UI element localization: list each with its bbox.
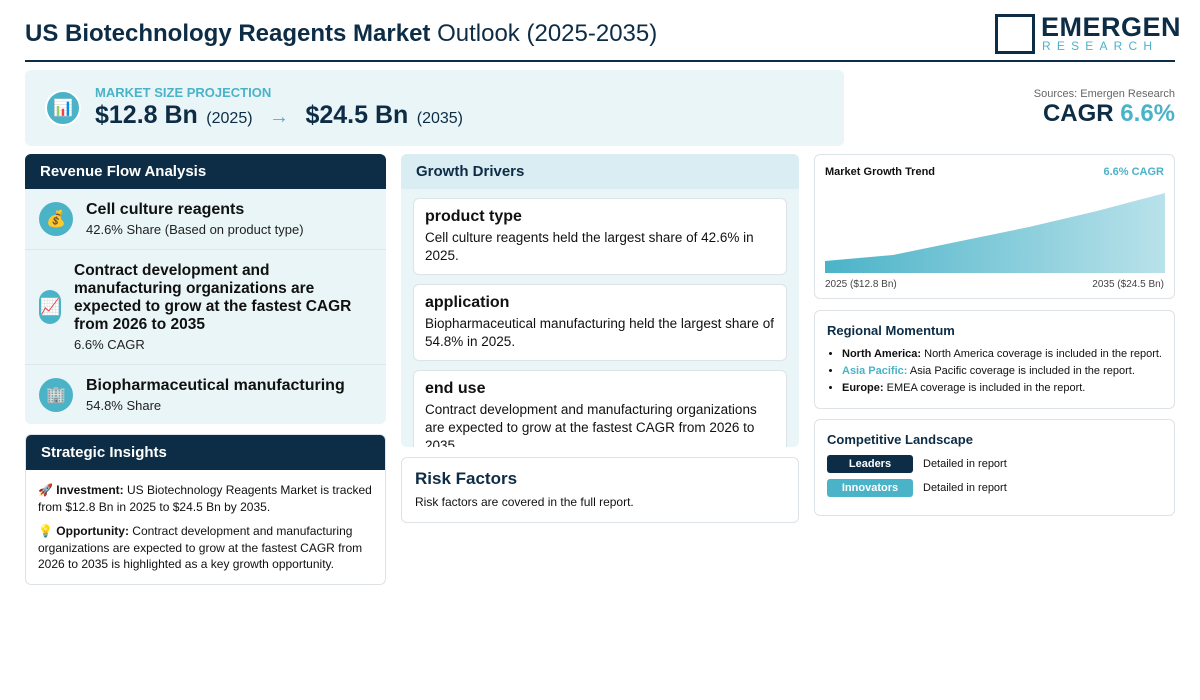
strategic-title: Strategic Insights <box>26 435 385 470</box>
revenue-item-title: Contract development and manufacturing o… <box>74 262 352 333</box>
competitor-text: Detailed in report <box>923 482 1007 494</box>
competitive-title: Competitive Landscape <box>827 432 973 447</box>
regional-title: Regional Momentum <box>827 323 955 338</box>
logo-mark <box>995 14 1035 54</box>
competitor-row: Innovators Detailed in report <box>827 479 1162 497</box>
driver-heading: product type <box>425 208 522 225</box>
trend-end: 2035 ($24.5 Bn) <box>1092 279 1164 290</box>
title-bold: US Biotechnology Reagents Market <box>25 20 431 47</box>
projection-label: MARKET SIZE PROJECTION <box>95 85 272 100</box>
header-rule <box>25 60 1175 62</box>
logo-bottom: RESEARCH <box>1042 39 1159 53</box>
insight-icon: 🚀 <box>38 483 53 497</box>
logo-top: EMERGEN <box>1041 12 1182 42</box>
badge: Leaders <box>827 455 913 473</box>
revenue-item-detail: 42.6% Share (Based on product type) <box>86 222 304 237</box>
trend-title: Market Growth Trend <box>825 166 936 178</box>
cagr: CAGR 6.6% <box>1043 100 1175 128</box>
driver-heading: application <box>425 294 510 311</box>
revenue-text: Cell culture reagents 42.6% Share (Based … <box>86 201 304 237</box>
start-year: (2025) <box>206 110 253 127</box>
region-item: Europe: EMEA coverage is included in the… <box>842 382 1162 394</box>
driver-text: Contract development and manufacturing o… <box>425 402 757 447</box>
revenue-icon: 📈 <box>39 290 61 324</box>
risk-card: Risk Factors Risk factors are covered in… <box>401 457 799 523</box>
region-name: Asia Pacific: <box>842 365 908 377</box>
revenue-item: 💰 Cell culture reagents 42.6% Share (Based… <box>25 189 386 250</box>
title-rest: Outlook (2025-2035) <box>437 20 658 47</box>
insight-text: Contract development and manufacturing o… <box>38 524 363 571</box>
projection-values: $12.8 Bn (2025) → $24.5 Bn (2035) <box>95 101 463 130</box>
driver-heading: end use <box>425 380 486 397</box>
revenue-icon: 🏢 <box>39 378 73 412</box>
region-item: North America: North America coverage is… <box>842 348 1162 360</box>
regional-list: North America: North America coverage is… <box>827 348 1162 394</box>
growth-drivers-title: Growth Drivers <box>401 154 799 189</box>
region-text: EMEA coverage is included in the report. <box>886 382 1086 394</box>
insight-label: Investment: <box>56 483 124 497</box>
region-text: North America coverage is included in th… <box>924 348 1162 360</box>
driver-text: Biopharmaceutical manufacturing held the… <box>425 316 774 349</box>
strategic-card: Strategic Insights 🚀 Investment: US Biot… <box>25 434 386 585</box>
revenue-flow-card: Revenue Flow Analysis 💰 Cell culture reag… <box>25 154 386 424</box>
trend-start: 2025 ($12.8 Bn) <box>825 279 897 290</box>
competitive-card: Competitive Landscape Leaders Detailed in… <box>814 419 1175 516</box>
revenue-item-detail: 6.6% CAGR <box>74 337 145 352</box>
title: US Biotechnology Reagents Market Outlook… <box>25 20 657 48</box>
region-item: Asia Pacific: Asia Pacific coverage is i… <box>842 365 1162 377</box>
region-name: Europe: <box>842 382 884 394</box>
arrow: → <box>269 106 289 128</box>
sources: Sources: Emergen Research <box>1033 88 1175 100</box>
cagr-value: 6.6% <box>1120 100 1175 127</box>
driver-text: Cell culture reagents held the largest s… <box>425 230 754 263</box>
driver: product type Cell culture reagents held t… <box>413 198 787 275</box>
start-value: $12.8 Bn <box>95 101 198 129</box>
projection-icon: 📊 <box>45 90 81 126</box>
revenue-icon: 💰 <box>39 202 73 236</box>
risk-text: Risk factors are covered in the full rep… <box>415 495 634 509</box>
growth-drivers-card: Growth Drivers product type Cell culture … <box>401 154 799 447</box>
driver: application Biopharmaceutical manufacturi… <box>413 284 787 361</box>
revenue-item-detail: 54.8% Share <box>86 398 162 413</box>
insight-text: US Biotechnology Reagents Market is trac… <box>38 483 372 514</box>
end-value: $24.5 Bn <box>305 101 409 129</box>
end-year: (2035) <box>416 110 463 127</box>
competitor-row: Leaders Detailed in report <box>827 455 1162 473</box>
trend-area <box>825 193 1165 273</box>
risk-title: Risk Factors <box>415 469 518 488</box>
insight: 💡 Opportunity: Contract development and … <box>38 523 373 573</box>
insight-icon: 💡 <box>38 524 53 538</box>
trend-card: Market Growth Trend 6.6% CAGR 2025 ($12.… <box>814 154 1175 299</box>
badge: Innovators <box>827 479 913 497</box>
cagr-label: CAGR <box>1042 100 1114 127</box>
revenue-item-title: Biopharmaceutical manufacturing <box>86 377 345 394</box>
insight-label: Opportunity: <box>56 524 129 538</box>
revenue-flow-title: Revenue Flow Analysis <box>25 154 386 189</box>
revenue-item: 🏢 Biopharmaceutical manufacturing 54.8% Sh… <box>25 365 386 424</box>
region-name: North America: <box>842 348 922 360</box>
driver: end use Contract development and manufact… <box>413 370 787 447</box>
region-text: Asia Pacific coverage is included in the… <box>909 365 1135 377</box>
trend-cagr: 6.6% CAGR <box>1103 166 1164 178</box>
regional-card: Regional Momentum North America: North A… <box>814 310 1175 409</box>
trend-shape <box>825 193 1165 273</box>
strategic-body: 🚀 Investment: US Biotechnology Reagents … <box>26 470 385 573</box>
revenue-text: Biopharmaceutical manufacturing 54.8% Sha… <box>86 377 345 413</box>
insight: 🚀 Investment: US Biotechnology Reagents … <box>38 482 373 515</box>
competitor-text: Detailed in report <box>923 458 1007 470</box>
revenue-item: 📈 Contract development and manufacturing … <box>25 250 386 365</box>
revenue-item-title: Cell culture reagents <box>86 201 245 218</box>
revenue-text: Contract development and manufacturing o… <box>74 262 372 352</box>
projection-panel: 📊 MARKET SIZE PROJECTION $12.8 Bn (2025)… <box>25 70 844 146</box>
